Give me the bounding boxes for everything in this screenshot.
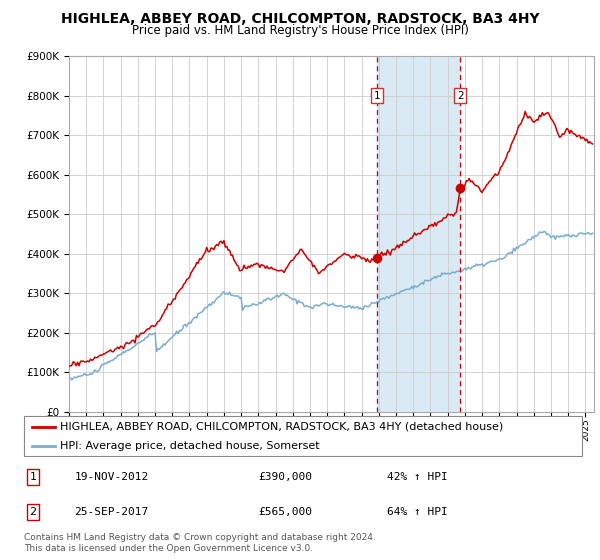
Text: 1: 1: [373, 91, 380, 100]
Text: 1: 1: [29, 472, 37, 482]
Text: Price paid vs. HM Land Registry's House Price Index (HPI): Price paid vs. HM Land Registry's House …: [131, 24, 469, 36]
Bar: [377, 56, 460, 412]
Text: 64% ↑ HPI: 64% ↑ HPI: [387, 507, 448, 517]
Text: £565,000: £565,000: [259, 507, 313, 517]
Text: 25-SEP-2017: 25-SEP-2017: [74, 507, 148, 517]
Text: HPI: Average price, detached house, Somerset: HPI: Average price, detached house, Some…: [60, 441, 320, 451]
Text: HIGHLEA, ABBEY ROAD, CHILCOMPTON, RADSTOCK, BA3 4HY: HIGHLEA, ABBEY ROAD, CHILCOMPTON, RADSTO…: [61, 12, 539, 26]
Text: £390,000: £390,000: [259, 472, 313, 482]
Text: 2: 2: [29, 507, 37, 517]
Text: HIGHLEA, ABBEY ROAD, CHILCOMPTON, RADSTOCK, BA3 4HY (detached house): HIGHLEA, ABBEY ROAD, CHILCOMPTON, RADSTO…: [60, 422, 503, 432]
Text: 42% ↑ HPI: 42% ↑ HPI: [387, 472, 448, 482]
Text: Contains HM Land Registry data © Crown copyright and database right 2024.
This d: Contains HM Land Registry data © Crown c…: [24, 533, 376, 553]
FancyBboxPatch shape: [24, 416, 582, 456]
Text: 2: 2: [457, 91, 464, 100]
Text: 19-NOV-2012: 19-NOV-2012: [74, 472, 148, 482]
